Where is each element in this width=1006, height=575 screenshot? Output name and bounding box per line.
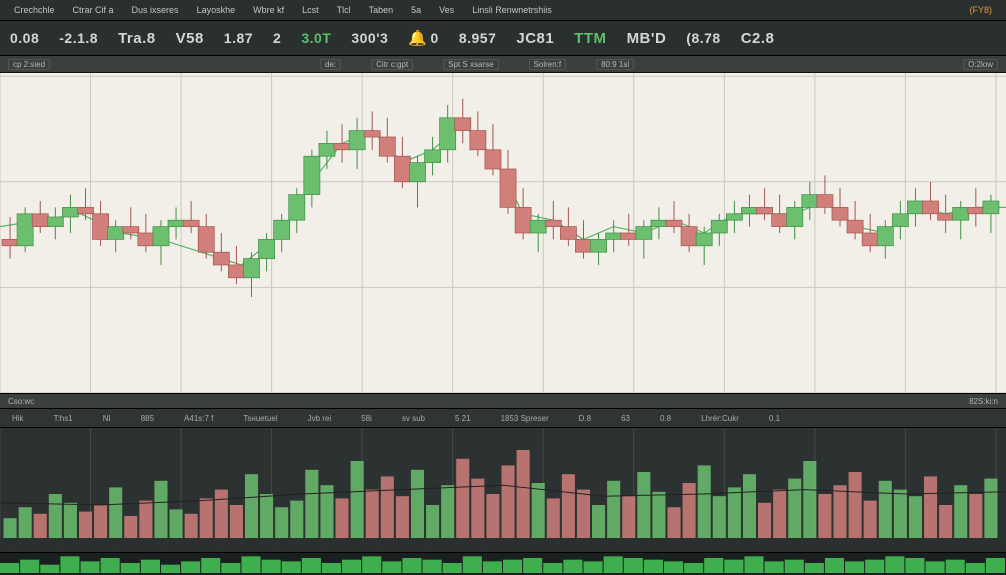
menu-item[interactable]: Taben (369, 5, 394, 15)
ticker-item[interactable]: 2 (273, 30, 281, 46)
setting-chip[interactable]: cp 2:sied (8, 59, 50, 70)
setting-chip[interactable]: Citr c:gpt (371, 59, 413, 70)
menu-item[interactable]: Crechchle (14, 5, 55, 15)
ticker-value: 0 (431, 30, 439, 46)
ticker-label: TTM (574, 30, 606, 47)
menu-item[interactable]: Ves (439, 5, 454, 15)
vol-chip[interactable]: T:hs1 (54, 414, 73, 423)
ticker-value: 8.957 (459, 30, 497, 46)
ticker-item[interactable]: MB'D (627, 30, 667, 47)
menu-right-label: (FY8) (970, 5, 993, 15)
setting-chip[interactable]: Spt S xsarse (443, 59, 498, 70)
ticker-item[interactable]: 0.08 (10, 30, 39, 46)
ticker-item[interactable]: Tra.8 (118, 30, 156, 47)
vol-chip[interactable]: Lhrér:Cukr (701, 414, 739, 423)
ticker-item[interactable]: JC81 (516, 30, 554, 47)
ticker-item[interactable]: TTM (574, 30, 606, 47)
volume-settings-bar: Hik T:hs1 NI 885 A41s:7 f Tsнuetuel Jvb rei 58i… (0, 409, 1006, 428)
vol-chip[interactable]: 1853 Spreser (501, 414, 549, 423)
ticker-item[interactable]: 🔔0 (408, 29, 438, 47)
ticker-item[interactable]: (8.78 (686, 30, 720, 46)
ticker-item[interactable]: 300'3 (351, 30, 388, 46)
chart-footer-right: 82S:ki:n (969, 397, 998, 406)
vol-chip[interactable]: A41s:7 f (184, 414, 213, 423)
ticker-item[interactable]: -2.1.8 (59, 30, 98, 46)
vol-chip[interactable]: 63 (621, 414, 630, 423)
vol-chip[interactable]: sv sub (402, 414, 425, 423)
ticker-item[interactable]: 1.87 (224, 30, 253, 46)
ticker-value: 0.08 (10, 30, 39, 46)
ticker-item[interactable]: V58 (176, 30, 204, 47)
vol-chip[interactable]: Hik (12, 414, 24, 423)
ticker-item[interactable]: C2.8 (741, 30, 775, 47)
menu-item[interactable]: Lcst (302, 5, 319, 15)
indicator-strip (0, 552, 1006, 573)
ticker-label: V58 (176, 30, 204, 47)
vol-chip[interactable]: 885 (141, 414, 154, 423)
chart-footer-left: Cso:wс (8, 397, 34, 406)
vol-chip[interactable]: D.8 (579, 414, 591, 423)
menu-item[interactable]: Layoskhe (197, 5, 236, 15)
volume-chart[interactable] (0, 428, 1006, 538)
setting-chip[interactable]: O:2low (963, 59, 998, 70)
setting-chip[interactable]: de: (320, 59, 341, 70)
ticker-value: 2 (273, 30, 281, 46)
chart-footer-bar: Cso:wс 82S:ki:n (0, 393, 1006, 409)
menu-item[interactable]: Ctrar Cif a (73, 5, 114, 15)
setting-chip[interactable]: Solren:f (529, 59, 567, 70)
candlestick-chart[interactable] (0, 73, 1006, 393)
vol-chip[interactable]: Tsнuetuel (243, 414, 277, 423)
ticker-value: 3.0T (301, 30, 331, 46)
vol-chip[interactable]: 0.1 (769, 414, 780, 423)
vol-chip[interactable]: NI (103, 414, 111, 423)
ticker-value: (8.78 (686, 30, 720, 46)
menu-item[interactable]: Tlcl (337, 5, 351, 15)
menu-item[interactable]: Wbre kf (253, 5, 284, 15)
date-axis: ·········· (0, 538, 1006, 552)
ticker-item[interactable]: 8.957 (459, 30, 497, 46)
vol-chip[interactable]: 58i (361, 414, 372, 423)
menu-item[interactable]: Dus ixseres (132, 5, 179, 15)
ticker-value: 1.87 (224, 30, 253, 46)
ticker-value: 300'3 (351, 30, 388, 46)
vol-chip[interactable]: 0.8 (660, 414, 671, 423)
vol-chip[interactable]: 5 21 (455, 414, 471, 423)
ticker-item[interactable]: 3.0T (301, 30, 331, 46)
setting-chip[interactable]: 80:9 1sl (596, 59, 634, 70)
menu-item[interactable]: Linsli Renwnetrshiis (472, 5, 552, 15)
ticker-bar: 0.08 -2.1.8 Tra.8 V58 1.87 2 3.0T 300'3 🔔0 8.957 J… (0, 21, 1006, 56)
top-menu-bar: Crechchle Ctrar Cif a Dus ixseres Layosk… (0, 0, 1006, 21)
ticker-label: MB'D (627, 30, 667, 47)
chart-settings-bar: cp 2:sied de: Citr c:gpt Spt S xsarse So… (0, 56, 1006, 73)
menu-item[interactable]: 5a (411, 5, 421, 15)
ticker-value: -2.1.8 (59, 30, 98, 46)
bell-icon: 🔔 (408, 29, 427, 47)
ticker-label: Tra.8 (118, 30, 156, 47)
vol-chip[interactable]: Jvb rei (308, 414, 332, 423)
ticker-label: JC81 (516, 30, 554, 47)
ticker-label: C2.8 (741, 30, 775, 47)
